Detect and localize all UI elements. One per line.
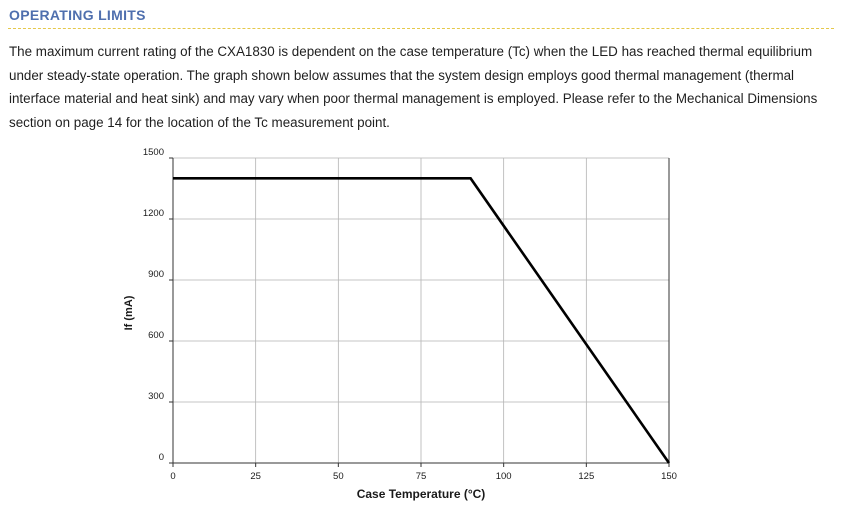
x-axis-label: Case Temperature (°C) (357, 487, 486, 501)
y-tick-label-5: 1500 (143, 147, 164, 158)
series (173, 177, 671, 464)
y-tick-label-1: 300 (148, 391, 164, 402)
x-tick-label-2: 50 (333, 471, 344, 482)
grid-lines (173, 157, 670, 463)
x-tick-label-1: 25 (250, 471, 261, 482)
y-tick-label-2: 600 (148, 330, 164, 341)
axes (169, 157, 670, 467)
title-divider (8, 28, 834, 29)
x-tick-label-6: 150 (661, 471, 677, 482)
x-tick-label-4: 100 (496, 471, 512, 482)
x-tick-label-5: 125 (578, 471, 594, 482)
x-tick-label-3: 75 (416, 471, 427, 482)
y-tick-label-4: 1200 (143, 208, 164, 219)
description-paragraph: The maximum current rating of the CXA183… (9, 44, 818, 130)
series-line-0 (173, 177, 671, 464)
section-title: OPERATING LIMITS (9, 7, 146, 23)
x-tick-label-0: 0 (170, 471, 175, 482)
y-tick-label-0: 0 (159, 452, 164, 463)
y-axis-label: If (mA) (123, 295, 135, 330)
y-tick-label-3: 900 (148, 269, 164, 280)
